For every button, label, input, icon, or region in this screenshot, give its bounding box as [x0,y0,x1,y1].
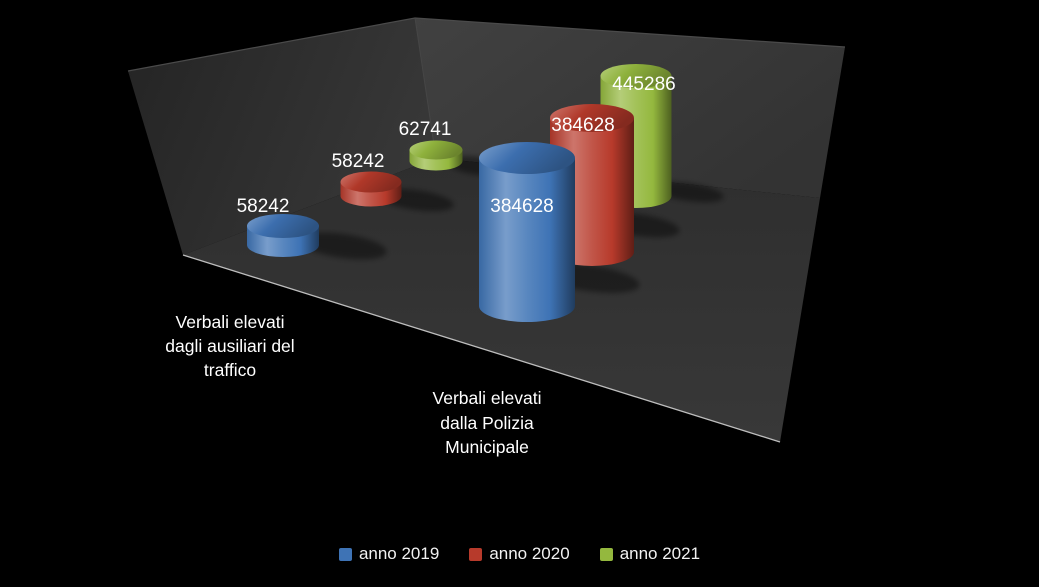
legend-item-anno-2021: anno 2021 [599,544,701,564]
data-label-polizia-2020: 384628 [551,115,614,136]
cylinder-anno-2021-ausiliari [409,140,463,171]
category-label-ausiliari-line2: dagli ausiliari del [165,336,294,356]
legend-label-anno-2019: anno 2019 [358,544,440,563]
category-label-polizia-line1: Verbali elevati [433,388,542,408]
cylinder-top [600,64,672,88]
category-label-polizia-line2: dalla Polizia [440,413,534,433]
legend-item-anno-2019: anno 2019 [338,544,440,564]
cylinders [247,64,672,322]
data-label-polizia-2021: 445286 [612,74,675,95]
legend-swatch-anno-2021 [599,547,613,561]
cylinder-anno-2019-polizia [479,142,575,322]
left-wall [128,18,436,255]
data-label-polizia-2019: 384628 [490,196,553,217]
data-label-ausiliari-2020: 58242 [332,151,385,172]
legend: anno 2019 anno 2020 anno 2021 [0,541,1039,567]
legend-label-anno-2020: anno 2020 [489,544,570,563]
legend-item-anno-2020: anno 2020 [469,544,570,564]
category-label-polizia-line3: Municipale [445,437,529,457]
data-label-ausiliari-2021: 62741 [399,119,452,140]
cylinder-top [550,104,634,132]
category-labels: Verbali elevati dagli ausiliari del traf… [165,312,541,457]
floor-front-edge [182,254,781,443]
legend-swatch-anno-2019 [338,547,352,561]
cylinder-top [247,214,319,238]
legend-label-anno-2021: anno 2021 [619,544,701,563]
shadow-ausiliari-2019 [299,232,387,260]
cylinder-body [479,158,575,322]
category-label-ausiliari-line1: Verbali elevati [176,312,285,332]
cylinder-anno-2019-ausiliari [247,214,319,257]
data-label-ausiliari-2019: 58242 [237,196,290,217]
data-labels: 58242 58242 62741 384628 384628 445286 [237,74,676,217]
cylinder-top [479,142,575,174]
wall-corner-edge [414,17,437,159]
category-label-ausiliari-line3: traffico [204,360,256,380]
legend-swatch-anno-2020 [469,547,483,561]
cylinder-top [409,140,463,160]
cylinder-top [340,171,402,193]
cylinder-anno-2020-ausiliari [340,171,402,207]
